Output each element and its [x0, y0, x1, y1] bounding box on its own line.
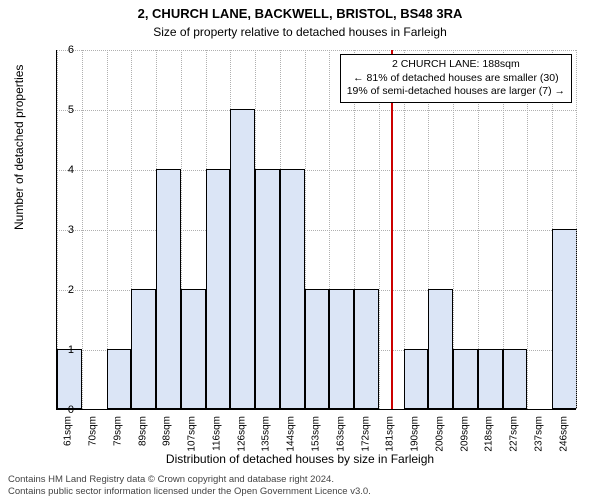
y-tick: 2 — [50, 284, 74, 296]
y-tick: 3 — [50, 224, 74, 236]
bar — [156, 169, 181, 409]
y-tick: 0 — [50, 404, 74, 416]
bar — [107, 349, 132, 409]
x-tick: 135sqm — [261, 416, 272, 452]
bar — [305, 289, 330, 409]
annotation-line3: 19% of semi-detached houses are larger (… — [347, 85, 565, 99]
y-axis-label: Number of detached properties — [12, 65, 26, 230]
page-title: 2, CHURCH LANE, BACKWELL, BRISTOL, BS48 … — [0, 0, 600, 23]
y-tick: 5 — [50, 104, 74, 116]
gridline-v — [379, 50, 380, 409]
marker-line — [391, 50, 393, 409]
x-tick: 190sqm — [410, 416, 421, 452]
x-tick: 144sqm — [286, 416, 297, 452]
bar — [131, 289, 156, 409]
gridline-v — [82, 50, 83, 409]
bar — [230, 109, 255, 409]
x-tick: 218sqm — [484, 416, 495, 452]
bar — [280, 169, 305, 409]
annotation-line2: ← 81% of detached houses are smaller (30… — [347, 72, 565, 86]
footer-line1: Contains HM Land Registry data © Crown c… — [8, 474, 371, 486]
plot-area: 2 CHURCH LANE: 188sqm ← 81% of detached … — [56, 50, 576, 410]
gridline-h — [57, 50, 576, 51]
bar — [453, 349, 478, 409]
x-tick: 172sqm — [360, 416, 371, 452]
annotation-line1: 2 CHURCH LANE: 188sqm — [347, 58, 565, 72]
x-tick: 107sqm — [187, 416, 198, 452]
x-tick: 79sqm — [112, 416, 123, 446]
chart-area: 2 CHURCH LANE: 188sqm ← 81% of detached … — [56, 50, 576, 410]
bar — [181, 289, 206, 409]
footer-line2: Contains public sector information licen… — [8, 486, 371, 498]
x-tick: 89sqm — [137, 416, 148, 446]
bar — [478, 349, 503, 409]
bar — [57, 349, 82, 409]
bar — [255, 169, 280, 409]
bar — [428, 289, 453, 409]
bar — [329, 289, 354, 409]
bar — [552, 229, 577, 409]
x-tick: 126sqm — [236, 416, 247, 452]
x-tick: 200sqm — [434, 416, 445, 452]
x-tick: 153sqm — [311, 416, 322, 452]
x-tick: 70sqm — [88, 416, 99, 446]
page-subtitle: Size of property relative to detached ho… — [0, 23, 600, 39]
x-tick: 181sqm — [385, 416, 396, 452]
bar — [404, 349, 429, 409]
x-tick: 116sqm — [211, 416, 222, 451]
x-tick: 209sqm — [459, 416, 470, 452]
gridline-h — [57, 110, 576, 111]
annotation-box: 2 CHURCH LANE: 188sqm ← 81% of detached … — [340, 54, 572, 103]
x-tick: 237sqm — [533, 416, 544, 452]
y-tick: 1 — [50, 344, 74, 356]
gridline-h — [57, 170, 576, 171]
y-tick: 4 — [50, 164, 74, 176]
gridline-v — [576, 50, 577, 409]
bar — [503, 349, 528, 409]
chart-container: 2, CHURCH LANE, BACKWELL, BRISTOL, BS48 … — [0, 0, 600, 500]
x-tick: 61sqm — [63, 416, 74, 446]
y-tick: 6 — [50, 44, 74, 56]
bar — [354, 289, 379, 409]
x-axis-label: Distribution of detached houses by size … — [0, 452, 600, 466]
x-tick: 246sqm — [558, 416, 569, 452]
footer: Contains HM Land Registry data © Crown c… — [8, 474, 371, 498]
x-tick: 98sqm — [162, 416, 173, 446]
gridline-h — [57, 230, 576, 231]
gridline-v — [527, 50, 528, 409]
bar — [206, 169, 231, 409]
x-tick: 227sqm — [509, 416, 520, 452]
x-tick: 163sqm — [335, 416, 346, 452]
